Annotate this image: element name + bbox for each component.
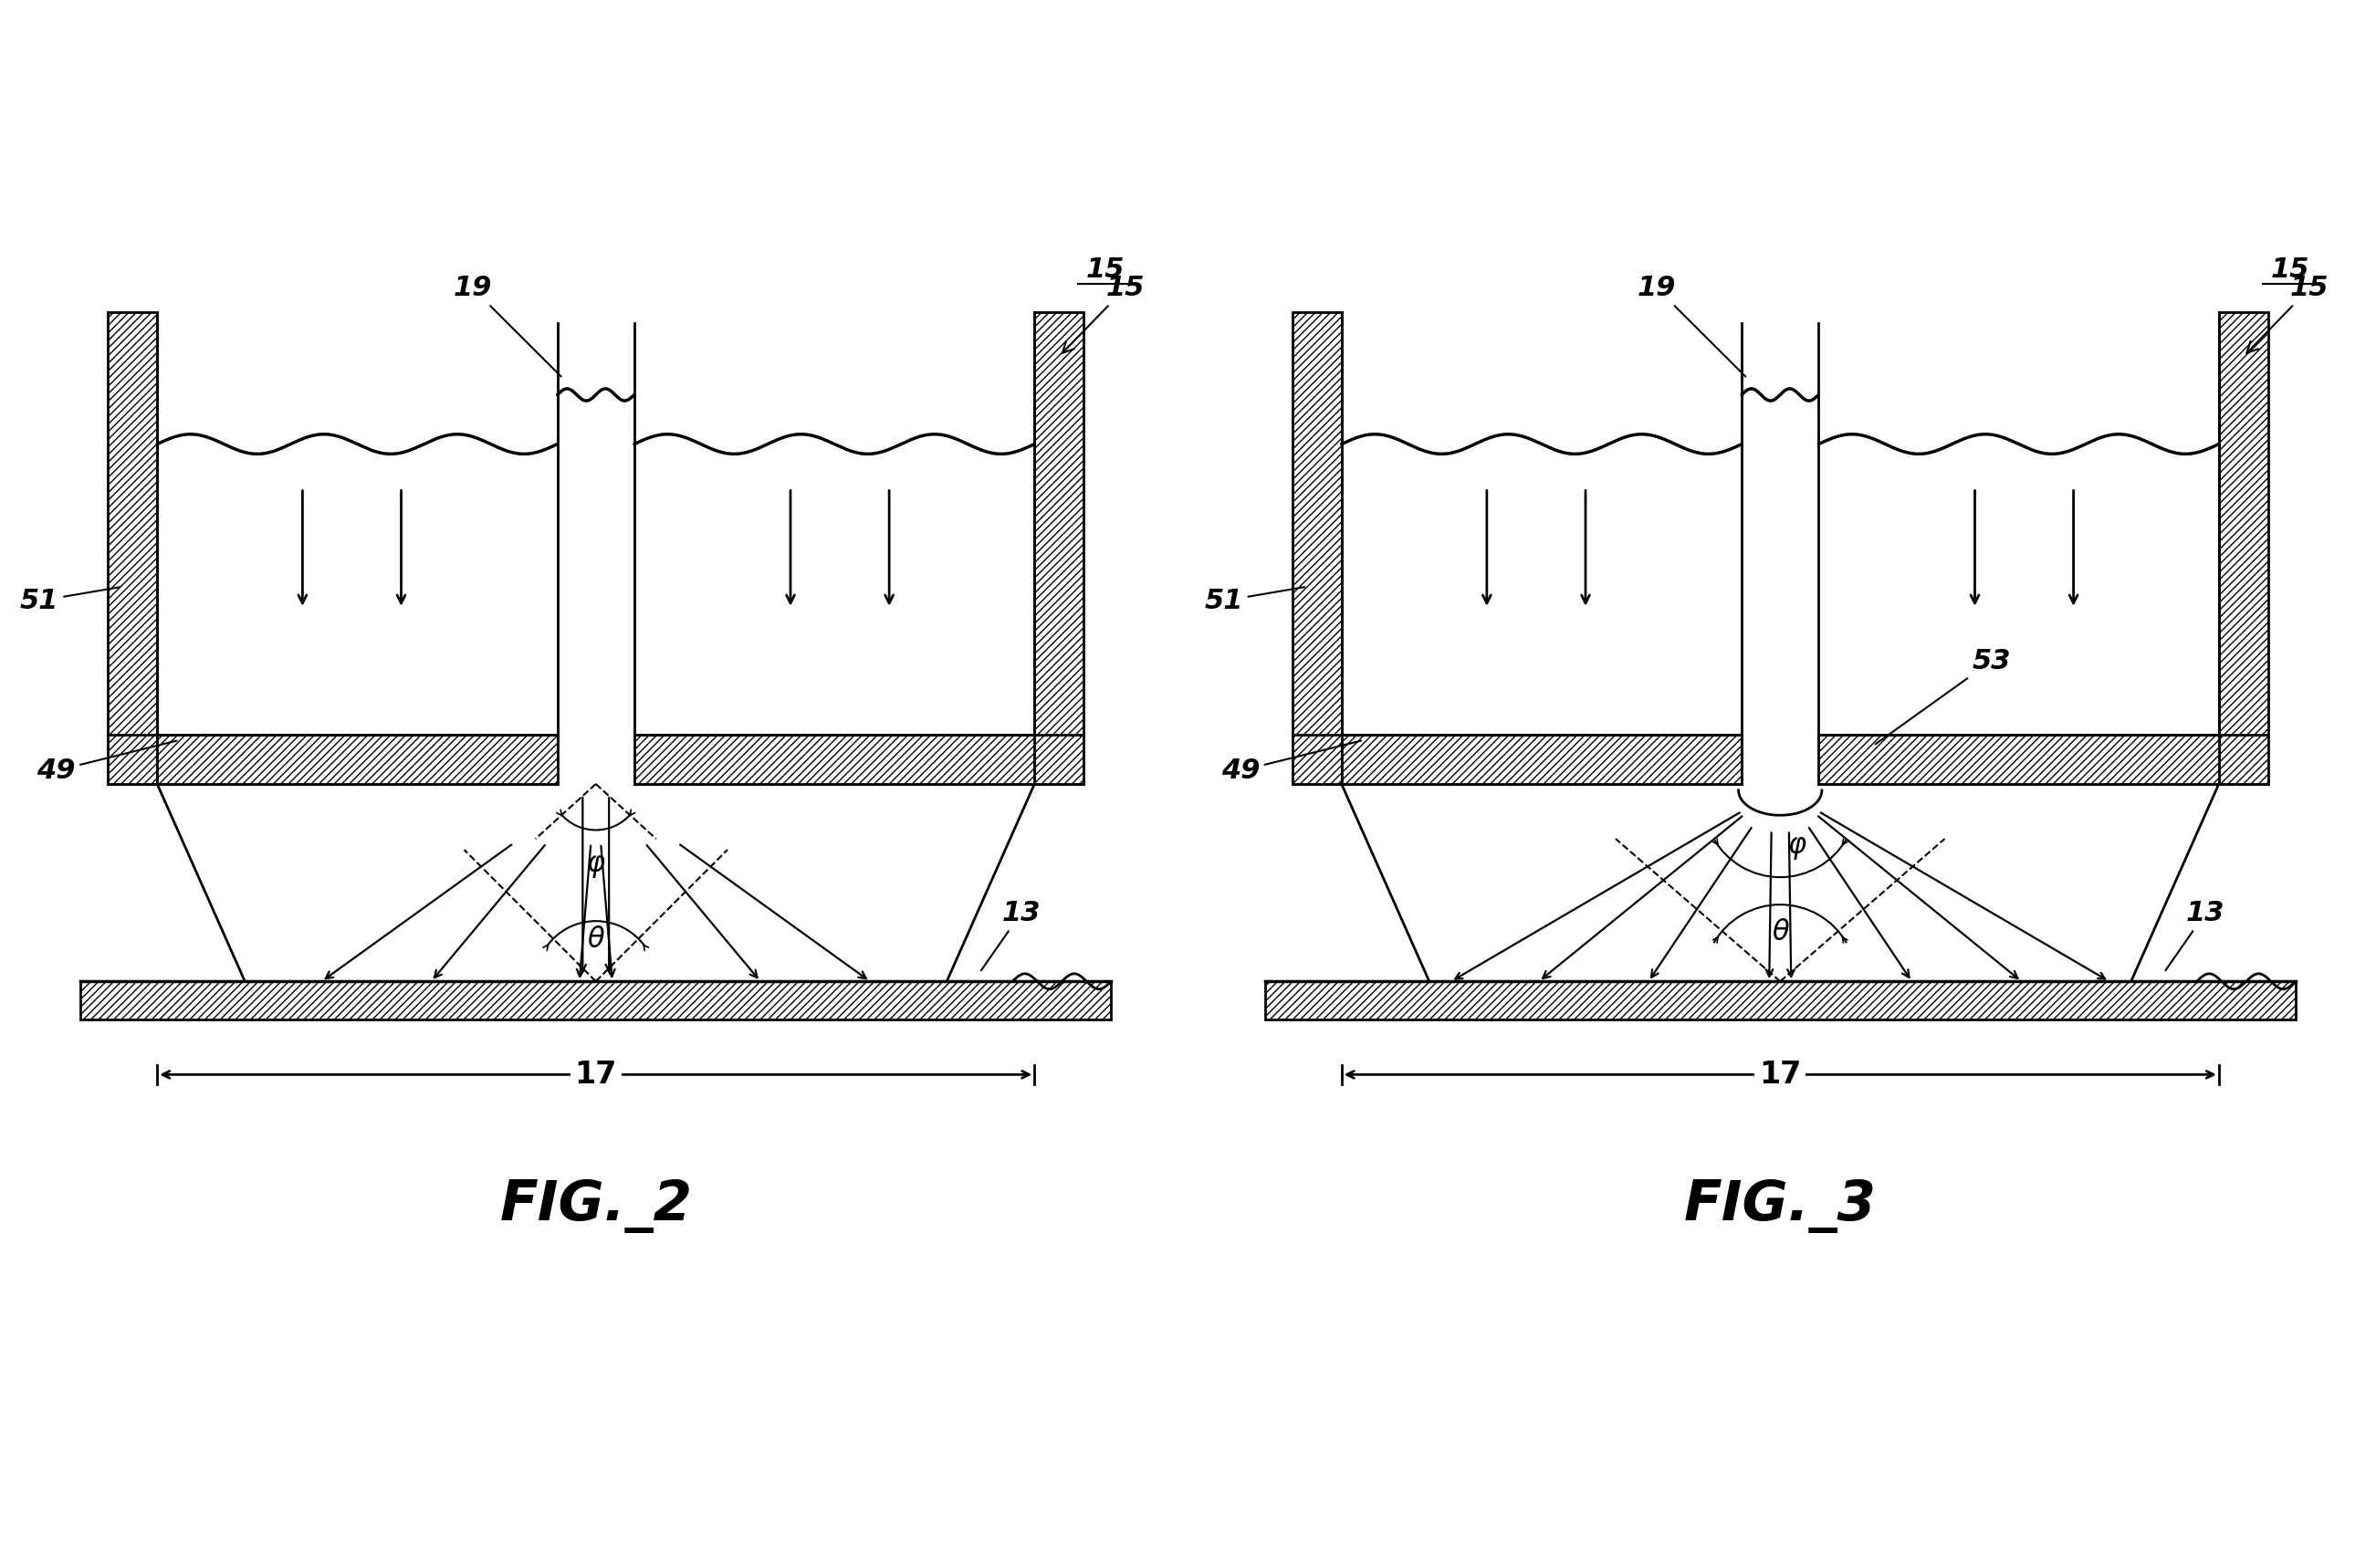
Text: 13: 13 <box>981 900 1041 971</box>
Text: 15: 15 <box>1062 274 1145 353</box>
Text: φ: φ <box>1787 833 1806 859</box>
Bar <box>1818 735 2219 784</box>
Bar <box>1342 735 1742 784</box>
Bar <box>81 982 1112 1019</box>
Bar <box>157 735 558 784</box>
Text: 15: 15 <box>2248 274 2328 353</box>
Bar <box>2219 312 2269 784</box>
Text: FIG._2: FIG._2 <box>499 1179 691 1232</box>
Text: 19: 19 <box>454 274 561 376</box>
Bar <box>634 735 1034 784</box>
Bar <box>1264 982 2295 1019</box>
Text: φ: φ <box>587 851 606 878</box>
Text: 51: 51 <box>1205 586 1304 615</box>
Text: 15: 15 <box>1086 257 1126 282</box>
Bar <box>1034 312 1083 784</box>
Text: 13: 13 <box>2165 900 2224 971</box>
Text: 49: 49 <box>36 740 176 784</box>
Text: 17: 17 <box>575 1060 618 1090</box>
Text: θ: θ <box>1772 919 1789 946</box>
Text: 51: 51 <box>19 586 121 615</box>
Text: 15: 15 <box>2271 257 2309 282</box>
Text: 17: 17 <box>1758 1060 1801 1090</box>
Bar <box>107 312 157 784</box>
Text: 49: 49 <box>1221 740 1361 784</box>
Bar <box>1293 312 1342 784</box>
Text: FIG._3: FIG._3 <box>1685 1179 1877 1232</box>
Text: 53: 53 <box>1875 648 2010 745</box>
Text: θ: θ <box>587 927 604 953</box>
Text: 19: 19 <box>1637 274 1746 376</box>
